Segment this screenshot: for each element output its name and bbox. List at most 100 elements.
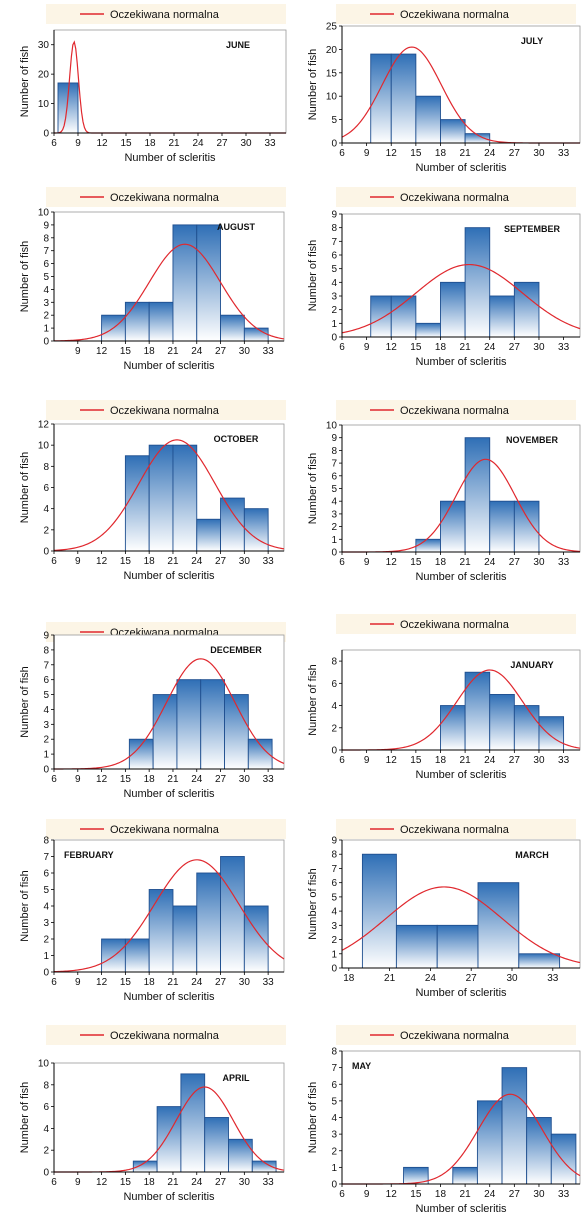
legend: Oczekiwana normalna (336, 400, 576, 420)
x-axis-label: Number of scleritis (123, 1191, 215, 1203)
normal-curve (341, 886, 581, 964)
y-tick-label: 5 (43, 690, 49, 701)
legend-label: Oczekiwana normalna (110, 192, 220, 204)
x-tick-label: 9 (364, 755, 370, 766)
x-tick-label: 15 (120, 1177, 132, 1188)
x-tick-label: 18 (144, 346, 156, 357)
y-tick-label: 5 (331, 115, 337, 126)
x-tick-label: 15 (410, 342, 422, 353)
histogram-bar (436, 924, 479, 969)
legend-background (46, 819, 286, 839)
histogram-bar (501, 1067, 528, 1185)
y-tick-label: 9 (331, 210, 337, 221)
y-axis-label: Number of fish (19, 46, 31, 118)
x-tick-label: 18 (144, 774, 156, 785)
y-tick-label: 9 (43, 631, 49, 642)
x-tick-label: 12 (386, 342, 398, 353)
x-tick-label: 12 (96, 556, 108, 567)
histogram-bar (440, 705, 466, 751)
y-tick-label: 0 (43, 765, 49, 776)
x-tick-label: 33 (264, 138, 276, 149)
x-tick-label: 24 (484, 1189, 496, 1200)
y-tick-label: 1 (331, 949, 337, 960)
histogram-bar (243, 905, 269, 973)
x-tick-label: 24 (191, 1177, 203, 1188)
y-axis-label: Number of fish (307, 868, 319, 940)
legend-label: Oczekiwana normalna (110, 1030, 220, 1042)
y-tick-label: 8 (331, 850, 337, 861)
x-tick-label: 15 (120, 774, 132, 785)
y-tick-label: 2 (43, 1146, 49, 1157)
x-axis-label: Number of scleritis (123, 788, 215, 800)
histogram-panel-december: Oczekiwana normalna 0 1 2 3 4 5 6 7 8 9 6 9 12 15 18 21 2… (8, 620, 292, 802)
histogram-bar (243, 327, 269, 342)
x-tick-label: 18 (144, 1177, 156, 1188)
histogram-bar (440, 500, 466, 553)
y-tick-label: 0 (331, 139, 337, 150)
legend: Oczekiwana normalna (336, 4, 576, 24)
legend-background (46, 4, 286, 24)
legend-background (336, 400, 576, 420)
x-tick-label: 30 (533, 342, 545, 353)
y-axis-label: Number of fish (307, 49, 319, 121)
y-tick-label: 0 (43, 337, 49, 348)
x-axis-label: Number of scleritis (415, 356, 507, 368)
y-tick-label: 10 (326, 421, 338, 432)
x-tick-label: 27 (215, 774, 227, 785)
histogram-bar (200, 679, 225, 770)
y-tick-label: 4 (43, 504, 49, 515)
y-tick-label: 1 (43, 951, 49, 962)
x-tick-label: 12 (96, 346, 108, 357)
y-tick-label: 0 (331, 333, 337, 344)
histogram-bar (228, 1138, 253, 1173)
y-axis-label: Number of fish (19, 452, 31, 524)
legend-background (336, 1025, 576, 1045)
histogram-bar (172, 444, 198, 552)
x-tick-label: 27 (466, 973, 478, 984)
y-tick-label: 4 (331, 278, 337, 289)
normal-curve (53, 859, 285, 973)
y-axis-label: Number of fish (307, 240, 319, 312)
x-tick-label: 30 (239, 346, 251, 357)
y-tick-label: 2 (331, 522, 337, 533)
y-tick-label: 8 (331, 657, 337, 668)
histogram-svg: Oczekiwana normalna 0 5 10 15 20 25 6 9 12 15 18 21 2… (307, 4, 581, 174)
x-tick-label: 21 (460, 557, 472, 568)
histogram-bar (124, 938, 150, 973)
x-tick-label: 18 (144, 556, 156, 567)
x-tick-label: 21 (460, 342, 472, 353)
x-tick-label: 21 (460, 148, 472, 159)
x-tick-label: 18 (144, 977, 156, 988)
x-tick-label: 33 (558, 342, 570, 353)
x-tick-label: 18 (144, 138, 156, 149)
histogram-bar (196, 224, 222, 342)
y-tick-label: 7 (43, 246, 49, 257)
y-tick-label: 4 (331, 907, 337, 918)
x-axis-label: Number of scleritis (415, 1203, 507, 1215)
y-tick-label: 1 (331, 1163, 337, 1174)
histogram-bar (464, 671, 491, 751)
x-tick-label: 33 (558, 557, 570, 568)
x-tick-label: 30 (240, 138, 252, 149)
x-tick-label: 27 (216, 138, 228, 149)
y-tick-label: 3 (331, 1130, 337, 1141)
x-tick-label: 24 (191, 346, 203, 357)
histogram-bar (513, 705, 540, 751)
month-label: OCTOBER (214, 434, 259, 444)
histogram-bar (513, 281, 540, 338)
histogram-bar (156, 1106, 182, 1173)
x-tick-label: 21 (168, 138, 180, 149)
x-tick-label: 6 (339, 557, 345, 568)
histogram-bar (550, 1133, 577, 1185)
x-tick-label: 24 (484, 557, 496, 568)
y-tick-label: 10 (38, 208, 50, 219)
legend-background (46, 400, 286, 420)
y-tick-label: 4 (43, 902, 49, 913)
legend-label: Oczekiwana normalna (400, 1030, 510, 1042)
y-tick-label: 4 (43, 705, 49, 716)
x-tick-label: 27 (215, 346, 227, 357)
x-tick-label: 9 (364, 557, 370, 568)
y-tick-label: 3 (43, 298, 49, 309)
